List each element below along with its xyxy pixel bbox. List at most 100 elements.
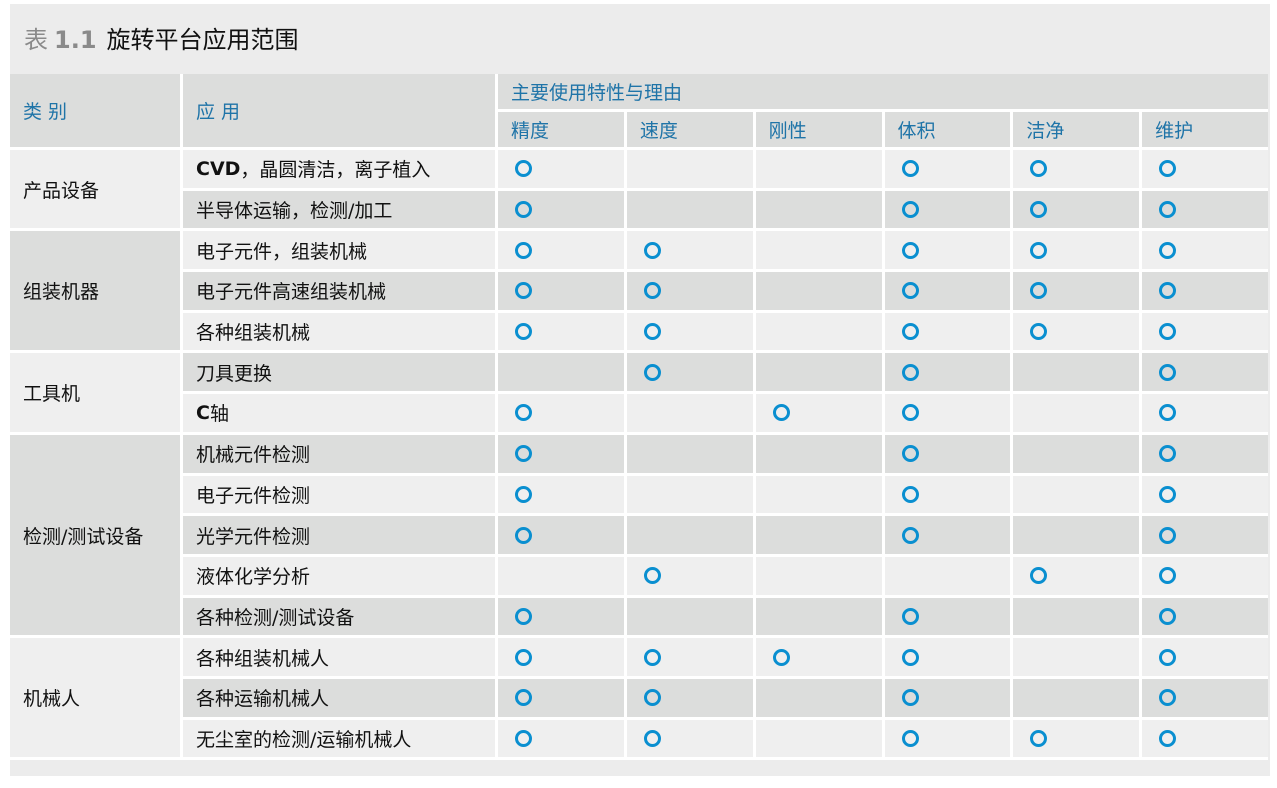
ring-icon — [515, 201, 532, 219]
property-cell — [626, 516, 753, 554]
property-cell — [884, 556, 1011, 595]
property-cell — [1013, 190, 1140, 229]
property-cell — [1142, 353, 1268, 392]
application-cell: 电子元件检测 — [183, 475, 495, 514]
property-cell — [498, 272, 624, 310]
ring-icon — [772, 404, 790, 422]
ring-icon — [515, 160, 532, 178]
category-cell: 检测/测试设备 — [10, 434, 180, 636]
ring-icon — [643, 729, 661, 747]
application-bold: C — [196, 401, 210, 424]
category-cell: 组装机器 — [10, 231, 180, 351]
property-cell — [884, 638, 1011, 676]
property-cell — [1142, 475, 1268, 514]
property-cell — [626, 190, 753, 229]
application-cell: 电子元件高速组装机械 — [183, 272, 495, 310]
ring-icon — [901, 201, 919, 219]
ring-icon — [1159, 485, 1177, 503]
application-text: 各种运输机械人 — [196, 688, 330, 711]
property-cell — [498, 434, 624, 473]
application-cell: 机械元件检测 — [183, 434, 495, 473]
property-cell — [884, 597, 1011, 636]
header-property: 洁净 — [1013, 112, 1140, 147]
property-cell — [1142, 516, 1268, 554]
property-cell — [1142, 272, 1268, 310]
ring-icon — [1159, 729, 1177, 747]
title-prefix: 表 — [24, 26, 48, 54]
property-cell — [498, 597, 624, 636]
ring-icon — [901, 689, 919, 707]
ring-icon — [515, 323, 532, 341]
ring-icon — [515, 445, 532, 463]
property-cell — [1142, 312, 1268, 351]
application-cell: CVD ，晶圆清洁，离子植入 — [183, 150, 495, 188]
title-text: 旋转平台应用范围 — [106, 26, 299, 54]
property-cell — [626, 150, 753, 188]
property-cell — [884, 272, 1011, 310]
ring-icon — [1030, 160, 1048, 178]
property-cell — [884, 150, 1011, 188]
application-text: 轴 — [209, 403, 229, 426]
property-cell — [1142, 719, 1268, 758]
property-cell — [1013, 678, 1140, 717]
property-cell — [1013, 638, 1140, 676]
application-text: 电子元件高速组装机械 — [196, 281, 387, 304]
property-cell — [884, 475, 1011, 514]
ring-icon — [1159, 526, 1177, 544]
property-cell — [1142, 597, 1268, 636]
property-cell — [1013, 597, 1140, 636]
application-text: 刀具更换 — [196, 362, 273, 385]
ring-icon — [515, 526, 532, 544]
ring-icon — [1030, 241, 1048, 259]
property-cell — [626, 638, 753, 676]
property-cell — [626, 597, 753, 636]
application-cell: 液体化学分析 — [183, 556, 495, 595]
header-application: 应 用 — [183, 74, 495, 147]
ring-icon — [643, 567, 661, 585]
property-cell — [498, 190, 624, 229]
property-cell — [626, 312, 753, 351]
ring-icon — [515, 485, 532, 503]
property-cell — [884, 719, 1011, 758]
ring-icon — [901, 607, 919, 625]
property-cell — [884, 353, 1011, 392]
property-cell — [1142, 434, 1268, 473]
application-text: 电子元件，组装机械 — [196, 240, 368, 263]
ring-icon — [515, 648, 532, 666]
ring-icon — [901, 323, 919, 341]
property-cell — [755, 272, 882, 310]
property-cell — [755, 150, 882, 188]
property-cell — [498, 556, 624, 595]
property-cell — [1142, 678, 1268, 717]
ring-icon — [1159, 648, 1177, 666]
header-property: 速度 — [626, 112, 753, 147]
property-cell — [1013, 150, 1140, 188]
table-number: 1.1 — [54, 26, 97, 54]
ring-icon — [643, 323, 661, 341]
property-cell — [884, 190, 1011, 229]
application-text: 各种检测/测试设备 — [196, 606, 355, 629]
ring-icon — [901, 282, 919, 300]
ring-icon — [515, 282, 532, 300]
ring-icon — [515, 241, 532, 259]
application-text: 各种组装机械人 — [196, 647, 330, 670]
ring-icon — [643, 241, 661, 259]
property-cell — [626, 394, 753, 432]
property-cell — [755, 190, 882, 229]
application-table: 类 别 应 用 主要使用特性与理由 精度 速度 刚性 体积 洁净 维护 产品设备 CVD ，晶圆… — [10, 74, 1268, 761]
ring-icon — [1030, 201, 1048, 219]
property-cell — [884, 516, 1011, 554]
ring-icon — [515, 729, 532, 747]
application-text: 机械元件检测 — [196, 444, 311, 467]
property-cell — [1013, 312, 1140, 351]
property-cell — [755, 516, 882, 554]
property-cell — [498, 475, 624, 514]
application-text: ，晶圆清洁，离子植入 — [240, 159, 431, 182]
ring-icon — [901, 729, 919, 747]
application-text: 半导体运输，检测/加工 — [196, 200, 393, 223]
ring-icon — [1159, 567, 1177, 585]
ring-icon — [1030, 282, 1048, 300]
application-cell: 各种运输机械人 — [183, 678, 495, 717]
property-cell — [1142, 150, 1268, 188]
